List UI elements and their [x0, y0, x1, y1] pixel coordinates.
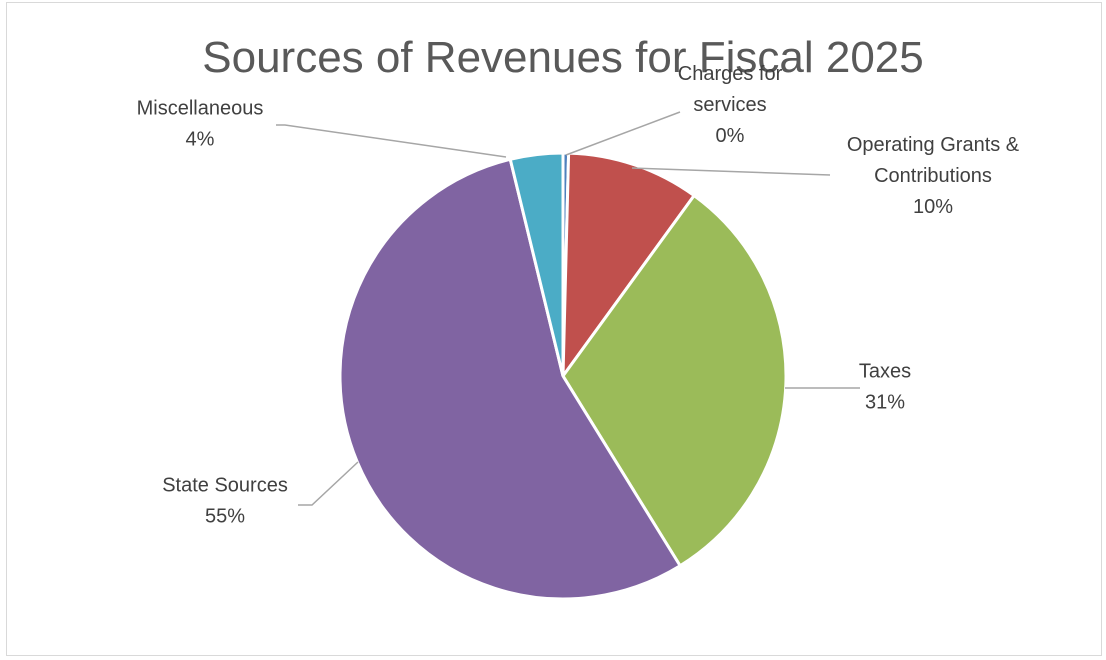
data-label-percent: 55%: [205, 506, 245, 528]
pie-slice-miscellaneous: [508, 151, 565, 377]
leader-line: [565, 111, 681, 156]
data-labels: Charges for services 0% Operating Grants & C…: [137, 63, 1020, 528]
data-label-name: Operating Grants &: [847, 134, 1020, 156]
pie-slice-operating-grants-contributions: [561, 151, 697, 381]
leader-line: [298, 461, 359, 506]
data-label: Operating Grants & Contributions 10%: [847, 134, 1020, 218]
data-label-name: Taxes: [859, 361, 911, 383]
data-label: Charges for services 0%: [678, 63, 783, 147]
data-label: State Sources 55%: [162, 475, 288, 528]
data-label-name: Charges for: [678, 63, 783, 85]
leader-line: [276, 124, 507, 158]
chart-title: Sources of Revenues for Fiscal 2025: [202, 33, 924, 82]
data-label-percent: 10%: [913, 196, 953, 218]
pie-slices: [338, 151, 788, 601]
data-label-name: services: [693, 94, 766, 116]
data-label-name: State Sources: [162, 475, 288, 497]
data-label-name: Miscellaneous: [137, 98, 264, 120]
pie-slice-taxes: [561, 193, 788, 568]
data-label: Taxes 31%: [859, 361, 911, 414]
data-label-name: Contributions: [874, 165, 992, 187]
data-label-percent: 31%: [865, 392, 905, 414]
leader-lines: [276, 111, 860, 506]
data-label-percent: 4%: [186, 129, 215, 151]
leader-line: [631, 167, 831, 176]
data-label-percent: 0%: [716, 125, 745, 147]
data-label: Miscellaneous 4%: [137, 98, 264, 151]
